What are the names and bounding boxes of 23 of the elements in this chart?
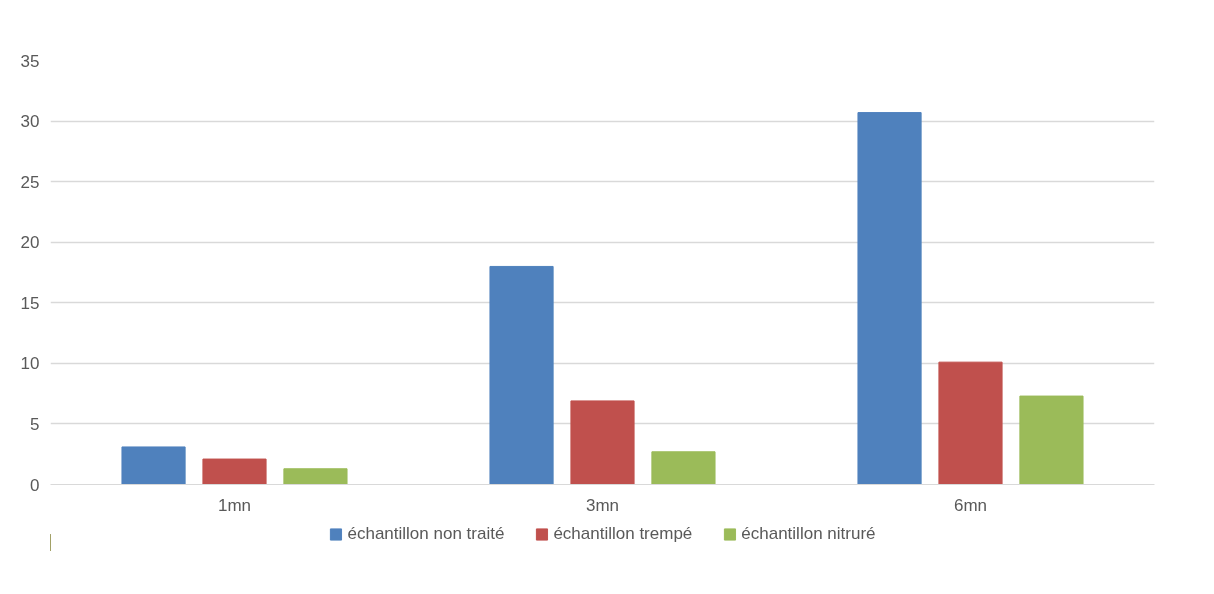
bar xyxy=(651,451,716,485)
y-tick-label: 20 xyxy=(20,233,40,253)
y-tick-label: 25 xyxy=(20,172,40,192)
bar xyxy=(202,458,267,485)
bar xyxy=(857,112,922,485)
y-tick-label: 5 xyxy=(30,414,40,434)
y-tick-label: 15 xyxy=(20,293,40,313)
y-tick-label: 30 xyxy=(20,112,40,132)
x-tick-label: 1mn xyxy=(217,495,252,515)
bar xyxy=(570,400,635,485)
y-tick-label: 10 xyxy=(20,354,40,374)
bar xyxy=(283,468,348,485)
bar xyxy=(1019,395,1084,485)
x-tick-label: 6mn xyxy=(953,495,988,515)
legend-label: échantillon nitruré xyxy=(741,524,876,544)
y-tick-label: 35 xyxy=(20,51,40,71)
legend-label: échantillon trempé xyxy=(553,524,693,544)
legend-label: échantillon non traité xyxy=(347,524,505,544)
y-tick-label: 0 xyxy=(30,475,40,495)
x-tick-label: 3mn xyxy=(585,495,620,515)
bar xyxy=(938,361,1003,485)
bar xyxy=(489,265,554,485)
bar xyxy=(121,446,186,485)
